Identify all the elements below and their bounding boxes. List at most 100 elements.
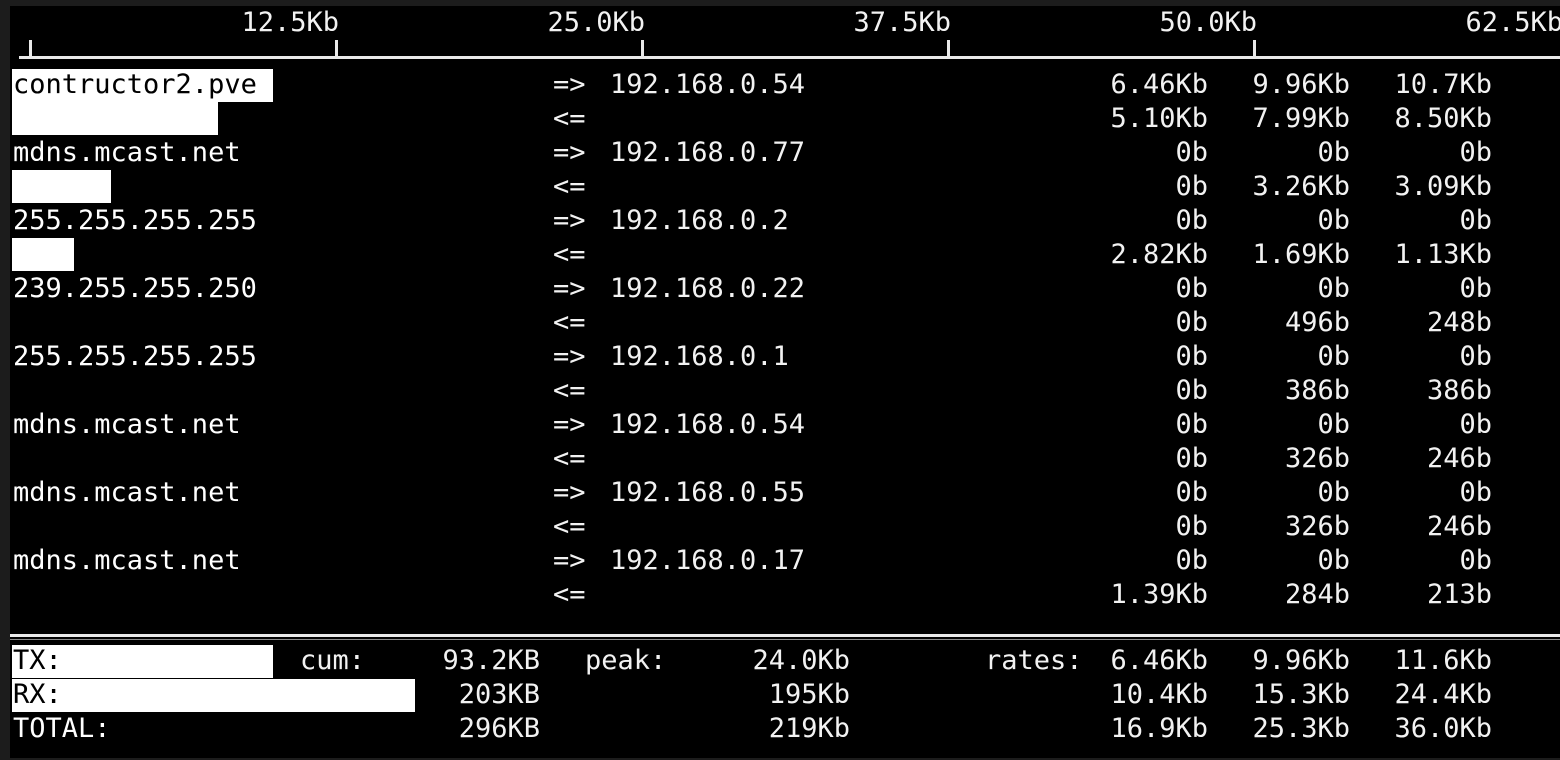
scale-tick-origin: [29, 40, 32, 57]
rx-line: <= 0b 3.26Kb 3.09Kb: [10, 170, 1560, 204]
terminal-screen: 12.5Kb 25.0Kb 37.5Kb 50.0Kb 62.5Kb contructo…: [10, 6, 1560, 758]
scale-axis-line: [19, 56, 1560, 59]
rx-arrow-icon: <=: [553, 375, 586, 406]
rx-rate-10s: 7.99Kb: [1252, 103, 1350, 134]
peak-value: 219Kb: [768, 713, 850, 744]
scale-label-1: 25.0Kb: [547, 7, 645, 38]
rx-rate-40s: 8.50Kb: [1394, 103, 1492, 134]
tx-rate-10s: 0b: [1317, 137, 1350, 168]
rx-line: <= 2.82Kb 1.69Kb 1.13Kb: [10, 238, 1560, 272]
scale-tick-1: [641, 40, 644, 57]
tx-rate-2s: 0b: [1175, 341, 1208, 372]
tx-rate-10s: 0b: [1317, 341, 1350, 372]
rx-arrow-icon: <=: [553, 307, 586, 338]
tx-line: 255.255.255.255 => 192.168.0.1 0b 0b 0b: [10, 340, 1560, 374]
destination-host[interactable]: 192.168.0.17: [610, 545, 806, 576]
source-host[interactable]: mdns.mcast.net: [13, 137, 241, 168]
table-row[interactable]: contructor2.pve => 192.168.0.54 6.46Kb 9.96K…: [10, 68, 1560, 136]
tx-arrow-icon: =>: [553, 545, 586, 576]
table-row[interactable]: mdns.mcast.net => 192.168.0.54 0b 0b 0b <= 0b 32…: [10, 408, 1560, 476]
destination-host[interactable]: 192.168.0.22: [610, 273, 806, 304]
rx-rate-10s: 326b: [1284, 511, 1350, 542]
tx-bandwidth-bar: [12, 69, 273, 102]
rx-rate-40s: 1.13Kb: [1394, 239, 1492, 270]
tx-rate-2s: 6.46Kb: [1110, 69, 1208, 100]
rx-rate-10s: 3.26Kb: [1252, 171, 1350, 202]
tx-rate-10s: 9.96Kb: [1252, 69, 1350, 100]
total-rate-40s: 11.6Kb: [1394, 645, 1492, 676]
rx-line: <= 0b 386b 386b: [10, 374, 1560, 408]
tx-arrow-icon: =>: [553, 137, 586, 168]
summary-label: TOTAL:: [13, 713, 111, 744]
source-host[interactable]: 255.255.255.255: [13, 341, 257, 372]
tx-rate-40s: 10.7Kb: [1394, 69, 1492, 100]
rx-rate-40s: 213b: [1426, 579, 1492, 610]
rx-rate-10s: 386b: [1284, 375, 1350, 406]
rx-arrow-icon: <=: [553, 443, 586, 474]
destination-host[interactable]: 192.168.0.55: [610, 477, 806, 508]
total-rate-10s: 15.3Kb: [1252, 679, 1350, 710]
table-row[interactable]: 239.255.255.250 => 192.168.0.22 0b 0b 0b <= 0b 4…: [10, 272, 1560, 340]
rx-line: <= 0b 496b 248b: [10, 306, 1560, 340]
tx-rate-10s: 0b: [1317, 409, 1350, 440]
rx-bandwidth-bar: [12, 170, 111, 203]
rx-rate-40s: 248b: [1426, 307, 1492, 338]
total-rate-40s: 24.4Kb: [1394, 679, 1492, 710]
source-host[interactable]: mdns.mcast.net: [13, 545, 241, 576]
table-row[interactable]: 255.255.255.255 => 192.168.0.1 0b 0b 0b <= 0b 38…: [10, 340, 1560, 408]
tx-line: mdns.mcast.net => 192.168.0.55 0b 0b 0b: [10, 476, 1560, 510]
tx-line: mdns.mcast.net => 192.168.0.54 0b 0b 0b: [10, 408, 1560, 442]
summary-footer: TX: cum: peak: rates: 93.2KB 24.0Kb 6.46Kb 9.96…: [10, 644, 1560, 758]
source-host[interactable]: mdns.mcast.net: [13, 409, 241, 440]
source-host[interactable]: 255.255.255.255: [13, 205, 257, 236]
peak-label: peak:: [585, 645, 667, 676]
rx-rate-40s: 246b: [1426, 511, 1492, 542]
summary-row: TOTAL: 296KB 219Kb 16.9Kb 25.3Kb 36.0Kb: [10, 712, 1560, 746]
tx-rate-2s: 0b: [1175, 409, 1208, 440]
table-row[interactable]: 255.255.255.255 => 192.168.0.2 0b 0b 0b <= 2.82…: [10, 204, 1560, 272]
summary-row: RX: 203KB 195Kb 10.4Kb 15.3Kb 24.4Kb: [10, 678, 1560, 712]
scale-tick-2: [947, 40, 950, 57]
scale-label-0: 12.5Kb: [241, 7, 339, 38]
destination-host[interactable]: 192.168.0.77: [610, 137, 806, 168]
total-rate-2s: 16.9Kb: [1110, 713, 1208, 744]
bandwidth-scale: 12.5Kb 25.0Kb 37.5Kb 50.0Kb 62.5Kb: [10, 6, 1560, 68]
tx-rate-10s: 0b: [1317, 273, 1350, 304]
rx-rate-10s: 284b: [1284, 579, 1350, 610]
rx-rate-40s: 246b: [1426, 443, 1492, 474]
destination-host[interactable]: 192.168.0.54: [610, 409, 806, 440]
total-rate-10s: 9.96Kb: [1252, 645, 1350, 676]
tx-line: 255.255.255.255 => 192.168.0.2 0b 0b 0b: [10, 204, 1560, 238]
total-rate-10s: 25.3Kb: [1252, 713, 1350, 744]
footer-separator: [10, 634, 1560, 637]
source-host[interactable]: mdns.mcast.net: [13, 477, 241, 508]
source-host[interactable]: 239.255.255.250: [13, 273, 257, 304]
footer-separator-shadow: [10, 639, 1560, 640]
table-row[interactable]: mdns.mcast.net => 192.168.0.77 0b 0b 0b <= 0b 3.…: [10, 136, 1560, 204]
rx-rate-10s: 496b: [1284, 307, 1350, 338]
tx-line: mdns.mcast.net => 192.168.0.77 0b 0b 0b: [10, 136, 1560, 170]
tx-line: 239.255.255.250 => 192.168.0.22 0b 0b 0b: [10, 272, 1560, 306]
rx-line: <= 0b 326b 246b: [10, 442, 1560, 476]
destination-host[interactable]: 192.168.0.2: [610, 205, 789, 236]
peak-value: 195Kb: [768, 679, 850, 710]
tx-rate-40s: 0b: [1459, 545, 1492, 576]
tx-rate-2s: 0b: [1175, 477, 1208, 508]
table-row[interactable]: mdns.mcast.net => 192.168.0.17 0b 0b 0b <= 1.39…: [10, 544, 1560, 612]
total-rate-2s: 6.46Kb: [1110, 645, 1208, 676]
rx-rate-2s: 1.39Kb: [1110, 579, 1208, 610]
tx-rate-40s: 0b: [1459, 137, 1492, 168]
scale-label-4: 62.5Kb: [1465, 7, 1560, 38]
tx-rate-2s: 0b: [1175, 273, 1208, 304]
connection-table[interactable]: contructor2.pve => 192.168.0.54 6.46Kb 9.96K…: [10, 68, 1560, 630]
destination-host[interactable]: 192.168.0.54: [610, 69, 806, 100]
peak-value: 24.0Kb: [752, 645, 850, 676]
source-host[interactable]: contructor2.pve: [13, 69, 257, 100]
tx-rate-2s: 0b: [1175, 137, 1208, 168]
destination-host[interactable]: 192.168.0.1: [610, 341, 789, 372]
summary-row: TX: cum: peak: rates: 93.2KB 24.0Kb 6.46Kb 9.96…: [10, 644, 1560, 678]
rates-label: rates:: [985, 645, 1083, 676]
table-row[interactable]: mdns.mcast.net => 192.168.0.55 0b 0b 0b <= 0b 32…: [10, 476, 1560, 544]
tx-rate-2s: 0b: [1175, 205, 1208, 236]
